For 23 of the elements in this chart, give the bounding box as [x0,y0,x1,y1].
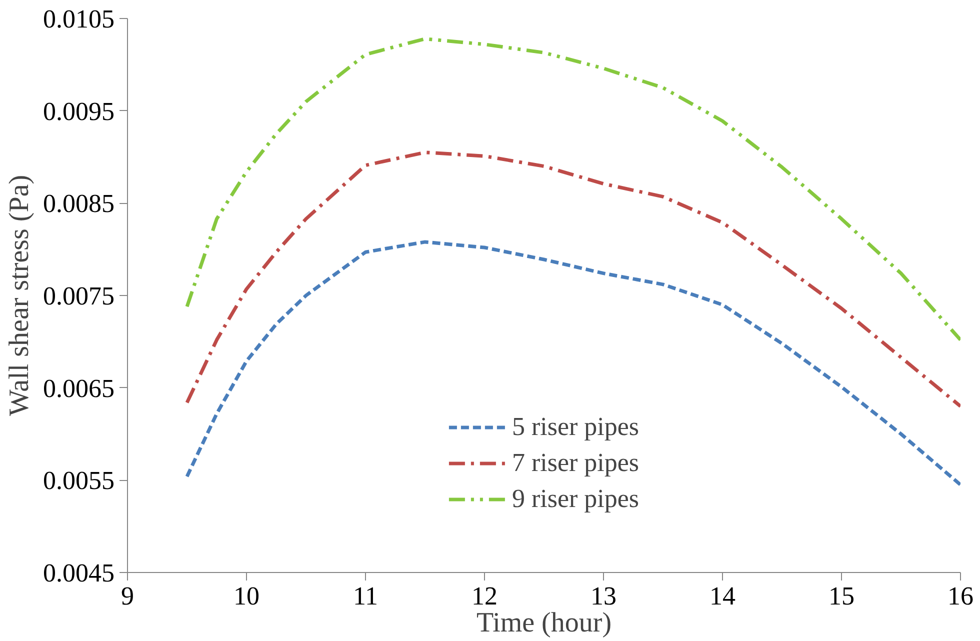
y-tick-label: 0.0095 [43,96,114,126]
line-series [185,37,960,342]
y-tick-label: 0.0055 [43,466,114,496]
line-series [185,150,960,408]
line-series [185,240,960,487]
x-tick-label: 15 [828,582,854,610]
legend-label: 7 riser pipes [512,447,640,479]
legend-label: 5 riser pipes [512,411,640,443]
x-tick-label: 13 [590,582,616,610]
x-tick-label: 16 [948,582,974,610]
x-tick-label: 10 [234,582,260,610]
x-tick-label: 11 [352,582,378,610]
y-tick-label: 0.0045 [43,558,114,588]
x-axis-title: Time (hour) [476,608,612,638]
y-axis-title: Wall shear stress (Pa) [4,174,35,416]
y-tick-label: 0.0105 [43,4,114,34]
x-tick-label: 12 [472,582,498,610]
x-tick-label: 14 [710,582,736,610]
y-tick-label: 0.0075 [43,282,114,310]
y-tick-label: 0.0065 [43,374,114,403]
legend-label: 9 riser pipes [512,483,640,515]
x-tick-label: 9 [121,582,134,610]
y-tick-label: 0.0085 [43,189,114,218]
